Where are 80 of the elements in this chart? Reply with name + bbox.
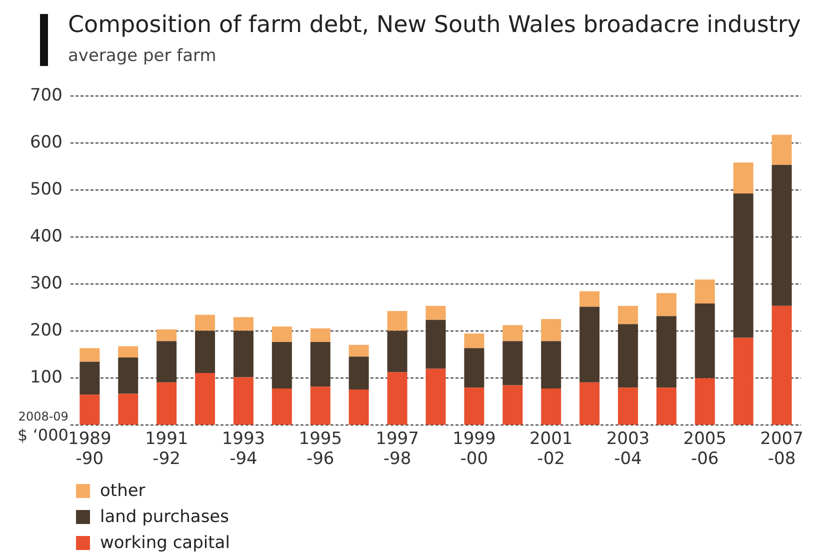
y-axis-title: 2008-09 $ ‘000 — [18, 409, 68, 444]
bar — [580, 291, 600, 307]
y-tick-label: 400 — [30, 226, 62, 247]
bar — [80, 394, 100, 425]
bar — [233, 377, 254, 425]
bar — [426, 306, 446, 320]
bar — [387, 330, 408, 372]
bar — [694, 303, 715, 378]
x-tick-label: 1997-98 — [376, 428, 419, 470]
bar — [618, 388, 638, 425]
y-tick-label: 700 — [30, 86, 62, 106]
x-tick-label: 2007-08 — [760, 428, 804, 470]
bar — [195, 314, 216, 331]
bar — [387, 310, 408, 331]
bar — [772, 134, 792, 165]
bar — [80, 362, 100, 395]
bar — [733, 162, 754, 194]
y-tick-label: 100 — [30, 368, 62, 388]
bar — [195, 373, 216, 425]
y-tick-label: 300 — [30, 274, 62, 294]
bar — [656, 388, 676, 425]
legend-label: other — [100, 481, 146, 501]
x-tick-label: 2001-02 — [529, 428, 573, 470]
bar — [426, 368, 446, 425]
bar — [464, 348, 484, 388]
bar — [426, 320, 446, 369]
bar — [694, 378, 715, 425]
bar — [580, 382, 600, 425]
bar — [118, 346, 138, 358]
bar — [580, 306, 600, 382]
bar — [348, 389, 369, 425]
chart-subtitle: average per farm — [68, 46, 216, 66]
bar — [541, 318, 562, 342]
bar — [195, 330, 216, 374]
bar — [80, 348, 100, 362]
bar — [233, 330, 254, 378]
bar — [772, 164, 792, 306]
bar — [618, 324, 638, 388]
bar — [387, 372, 408, 425]
bar — [502, 341, 523, 386]
bar — [156, 341, 177, 382]
bar — [272, 326, 292, 342]
bar — [310, 328, 330, 342]
x-tick-label: 1993-94 — [222, 428, 266, 470]
x-tick-label: 2003-04 — [606, 428, 650, 470]
bar — [118, 394, 138, 425]
bar — [656, 316, 676, 388]
legend-label: working capital — [100, 533, 230, 553]
bar — [348, 344, 369, 357]
bar — [233, 317, 254, 331]
bar — [618, 306, 638, 324]
bar — [272, 388, 292, 425]
bar — [541, 341, 562, 389]
bar — [310, 342, 330, 387]
bar — [348, 356, 369, 390]
bar — [464, 388, 484, 425]
bar — [541, 388, 562, 425]
bar — [694, 280, 715, 304]
bar — [272, 342, 292, 389]
bar — [156, 329, 177, 342]
bar — [656, 293, 676, 316]
y-tick-label: 200 — [30, 320, 62, 341]
bar — [464, 334, 484, 348]
bar — [156, 382, 177, 425]
y-tick-label: 500 — [30, 180, 62, 200]
x-tick-label: 1991-92 — [144, 428, 188, 470]
legend-label: land purchases — [100, 507, 230, 527]
y-tick-label: 600 — [30, 132, 62, 153]
x-tick-label: 1995-96 — [298, 428, 342, 470]
bar — [733, 193, 754, 338]
bar — [733, 338, 754, 425]
bar — [310, 386, 330, 425]
bar — [118, 358, 138, 394]
x-tick-label: 1999-00 — [452, 428, 496, 470]
bar — [502, 325, 523, 342]
x-tick-label: 2005-06 — [683, 428, 727, 470]
bar — [502, 385, 523, 425]
chart-title: Composition of farm debt, New South Wales broadacre industry — [68, 12, 801, 38]
x-tick-label: 1989-90 — [68, 428, 112, 470]
bar — [772, 306, 792, 425]
